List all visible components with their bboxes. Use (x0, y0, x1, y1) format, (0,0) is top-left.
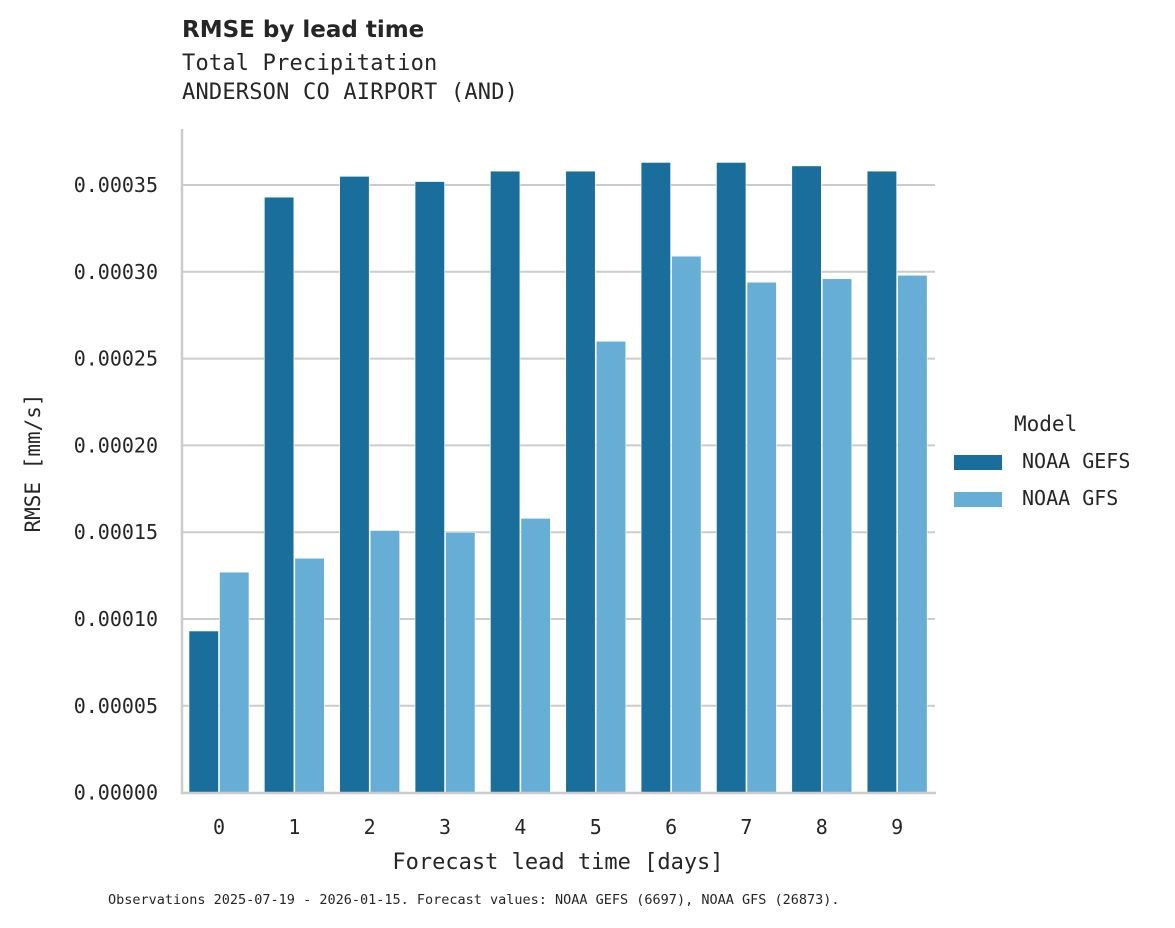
bar-noaa-gfs-2 (369, 530, 401, 793)
y-tick-label: 0.00010 (74, 607, 158, 631)
y-axis-ticks: 0.00000 0.00005 0.00010 0.00015 0.00020 0.000… (74, 173, 158, 805)
x-tick-label: 0 (213, 815, 225, 839)
chart-title: RMSE by lead time (182, 17, 425, 43)
bar-noaa-gfs-9 (897, 274, 928, 793)
legend-swatch-gefs (954, 455, 1002, 470)
x-tick-label: 4 (514, 815, 526, 839)
y-tick-label: 0.00005 (74, 694, 158, 718)
x-tick-label: 1 (288, 815, 300, 839)
bar-noaa-gefs-6 (640, 162, 671, 793)
bar-noaa-gfs-0 (219, 571, 250, 793)
bar-noaa-gefs-2 (339, 176, 370, 793)
bar-noaa-gfs-4 (520, 518, 551, 793)
bar-noaa-gefs-8 (791, 165, 822, 793)
x-axis-label: Forecast lead time [days] (392, 850, 723, 875)
bar-noaa-gefs-1 (264, 196, 295, 793)
y-tick-label: 0.00020 (74, 433, 158, 457)
bar-noaa-gfs-1 (294, 557, 325, 793)
bar-noaa-gefs-9 (866, 170, 897, 793)
bar-noaa-gefs-5 (565, 170, 596, 793)
y-tick-label: 0.00015 (74, 520, 158, 544)
x-tick-label: 8 (816, 815, 828, 839)
x-tick-label: 7 (740, 815, 752, 839)
x-tick-label: 5 (590, 815, 602, 839)
x-tick-label: 2 (364, 815, 376, 839)
bar-noaa-gefs-4 (490, 170, 521, 793)
bar-noaa-gefs-7 (716, 162, 747, 793)
chart-subtitle-station: ANDERSON CO AIRPORT (AND) (182, 80, 519, 105)
legend-swatch-gfs (954, 492, 1002, 507)
bar-noaa-gefs-3 (414, 181, 445, 793)
legend-title: Model (1014, 412, 1078, 436)
bar-noaa-gfs-8 (821, 278, 853, 793)
bar-noaa-gfs-5 (595, 340, 627, 793)
x-tick-label: 9 (891, 815, 903, 839)
y-tick-label: 0.00035 (74, 173, 158, 197)
chart-subtitle-variable: Total Precipitation (182, 51, 438, 76)
bar-noaa-gefs-0 (188, 630, 219, 793)
bar-noaa-gfs-7 (746, 281, 777, 793)
x-tick-label: 3 (439, 815, 451, 839)
footnote: Observations 2025-07-19 - 2026-01-15. Fo… (108, 892, 840, 908)
legend-label-gefs: NOAA GEFS (1022, 449, 1131, 473)
y-tick-label: 0.00025 (74, 347, 158, 371)
y-axis-label: RMSE [mm/s] (21, 393, 45, 532)
x-tick-label: 6 (665, 815, 677, 839)
bar-noaa-gfs-6 (671, 255, 702, 793)
x-axis-ticks: 0 1 2 3 4 5 6 7 8 9 (213, 815, 903, 839)
y-tick-label: 0.00030 (74, 260, 158, 284)
y-tick-label: 0.00000 (74, 781, 158, 805)
bars (188, 162, 928, 793)
legend-label-gfs: NOAA GFS (1022, 486, 1119, 510)
bar-noaa-gfs-3 (445, 531, 476, 793)
